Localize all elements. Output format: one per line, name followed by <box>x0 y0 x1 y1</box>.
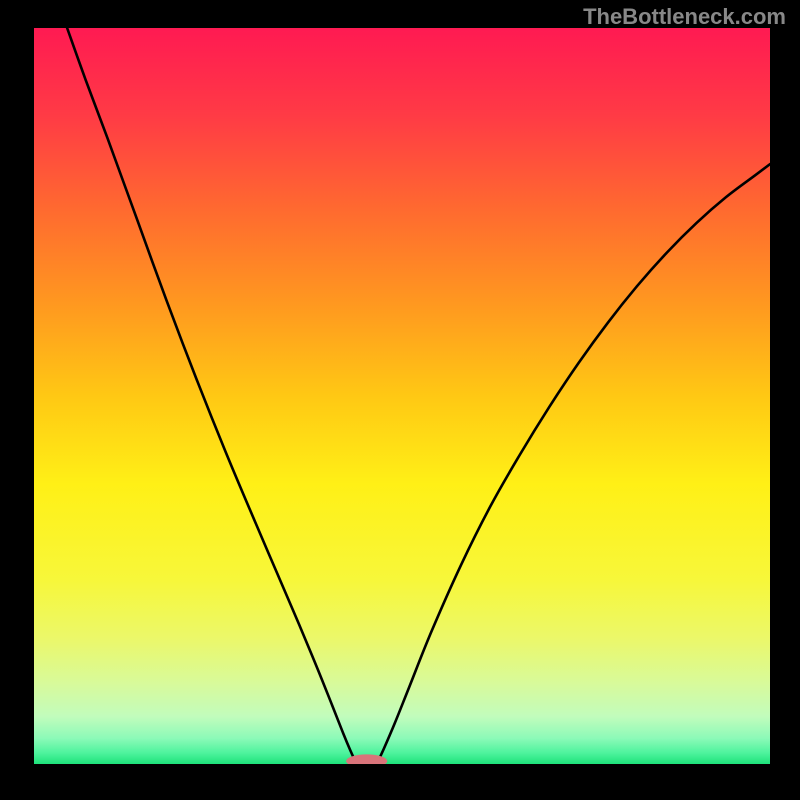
watermark-text: TheBottleneck.com <box>583 4 786 30</box>
gradient-background <box>34 28 770 764</box>
plot-area <box>34 28 770 764</box>
chart-container: TheBottleneck.com <box>0 0 800 800</box>
